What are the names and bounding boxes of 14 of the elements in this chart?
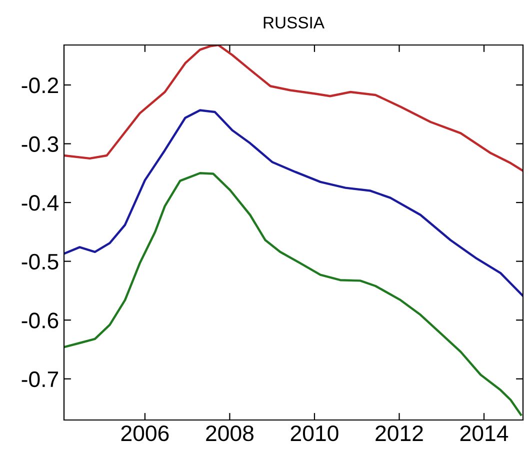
x-tick-label: 2014 xyxy=(460,425,508,442)
y-tick-label: -0.6 xyxy=(22,312,58,328)
y-tick-label: -0.5 xyxy=(22,254,58,270)
y-tick-label: -0.4 xyxy=(22,195,58,211)
x-tick-label: 2008 xyxy=(206,425,254,442)
y-tick-label: -0.7 xyxy=(22,371,58,388)
y-tick-label: -0.3 xyxy=(22,136,58,152)
x-tick-label: 2006 xyxy=(121,425,169,442)
x-tick-label: 2012 xyxy=(376,425,423,442)
chart-title: RUSSIA xyxy=(264,16,324,28)
x-tick-label: 2010 xyxy=(290,425,338,442)
line-series xyxy=(64,109,523,298)
line-series xyxy=(64,172,522,416)
y-tick-label: -0.2 xyxy=(22,78,58,94)
